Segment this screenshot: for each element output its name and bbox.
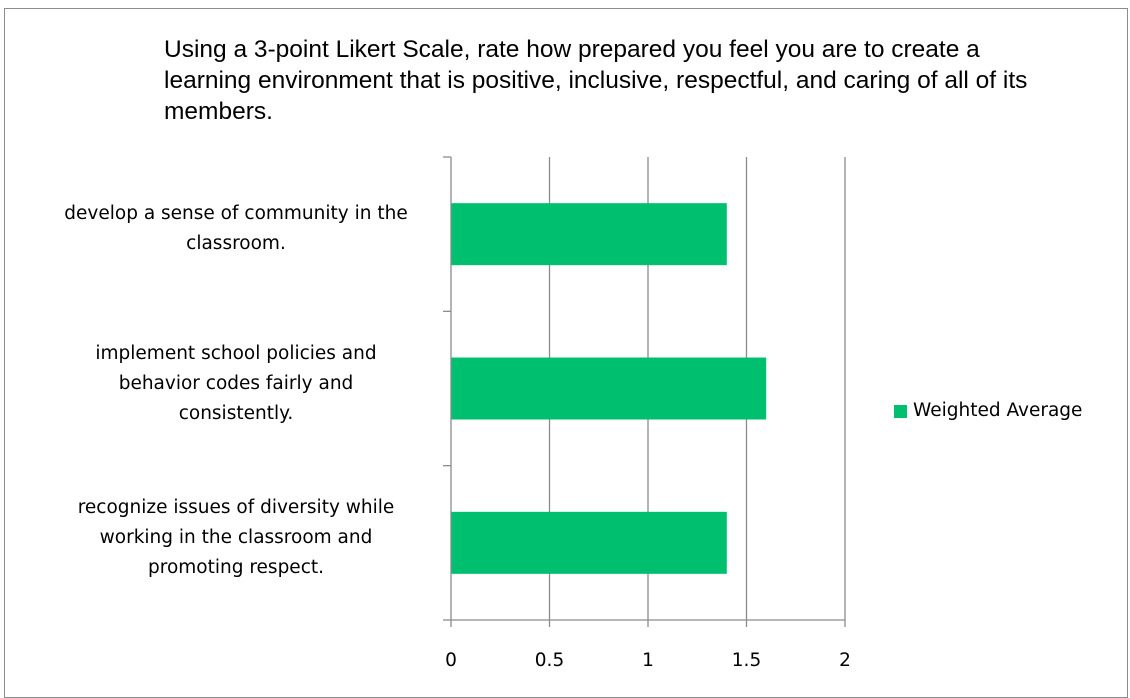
x-tick-label: 2 xyxy=(839,650,851,671)
legend-label: Weighted Average xyxy=(913,400,1083,421)
x-tick-label: 0 xyxy=(445,650,457,671)
category-label-line: classroom. xyxy=(186,233,286,255)
category-label: develop a sense of community in the class… xyxy=(26,199,446,259)
bars xyxy=(451,203,767,574)
category-label-line: recognize issues of diversity while xyxy=(77,496,395,518)
plot-area xyxy=(443,156,846,627)
bar xyxy=(451,357,767,420)
category-label-line: develop a sense of community in the xyxy=(64,203,408,225)
category-label: recognize issues of diversity while worki… xyxy=(26,493,446,583)
legend-swatch xyxy=(894,404,907,418)
bar xyxy=(451,203,727,266)
chart-frame xyxy=(4,8,1128,698)
category-label-line: consistently. xyxy=(178,402,294,424)
category-label-line: working in the classroom and xyxy=(99,526,373,548)
category-label-line: promoting respect. xyxy=(148,556,324,578)
bar xyxy=(451,511,727,574)
category-label-line: behavior codes fairly and xyxy=(118,372,354,394)
chart-title: Using a 3-point Likert Scale, rate how p… xyxy=(164,36,1028,125)
axes xyxy=(443,156,846,627)
category-label: implement school policies and behavior co… xyxy=(26,339,446,429)
x-tick-label: 1.5 xyxy=(731,650,762,671)
x-tick-label: 1 xyxy=(642,650,654,671)
category-label-line: implement school policies and xyxy=(95,342,377,364)
legend: Weighted Average xyxy=(894,399,1082,423)
x-tick-label: 0.5 xyxy=(534,650,565,671)
